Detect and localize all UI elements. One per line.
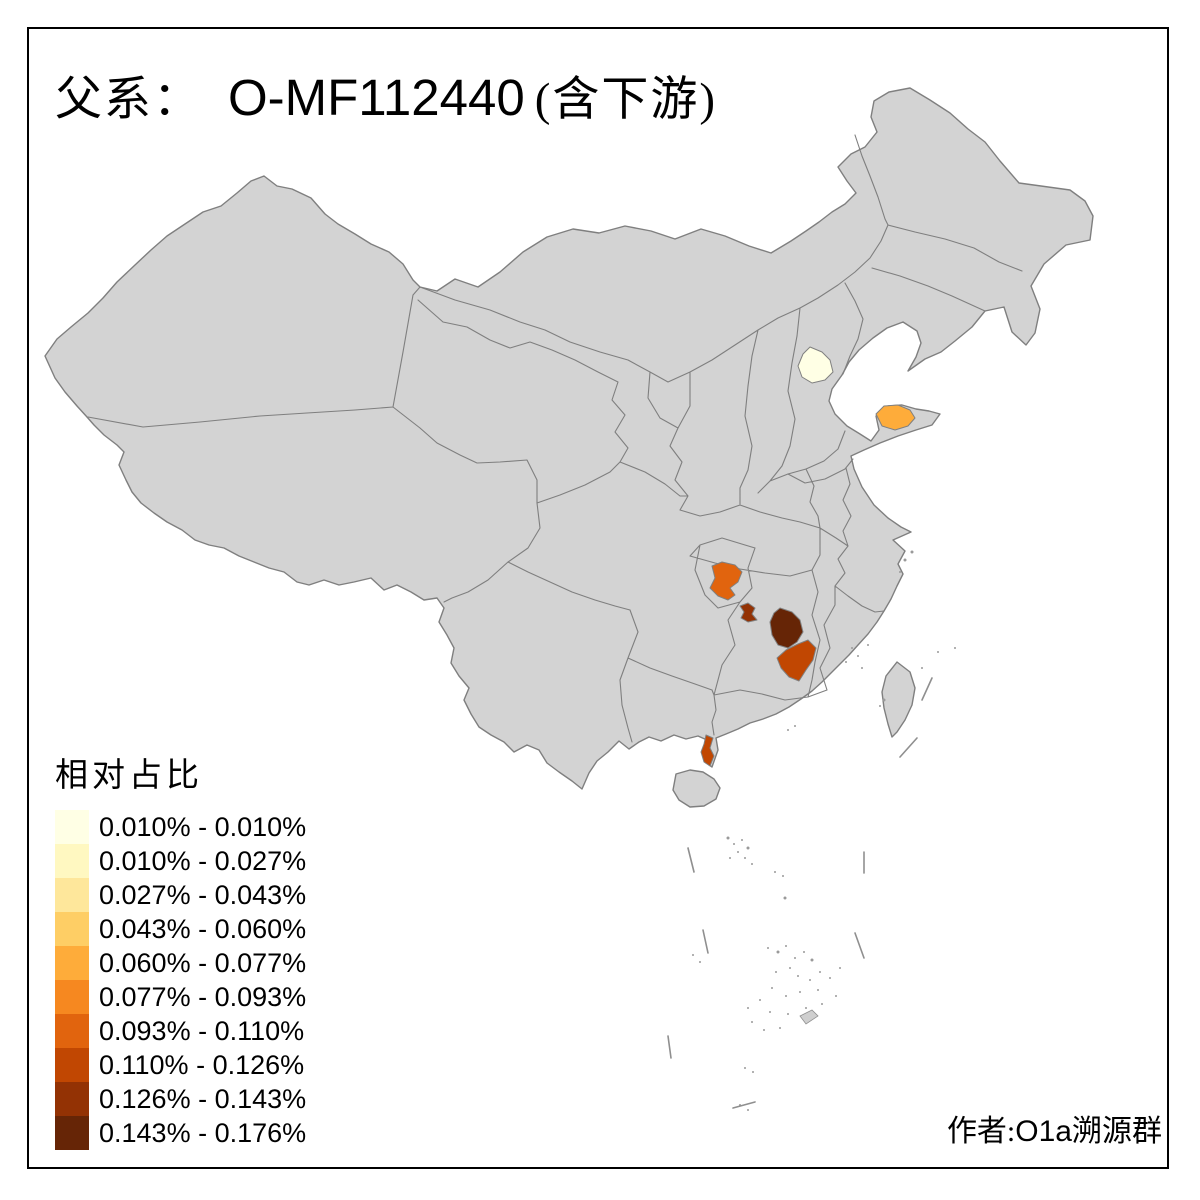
legend-label: 0.010% - 0.010%: [99, 811, 307, 842]
author-group-code: O1a: [1015, 1115, 1072, 1148]
hainan-island: [672, 769, 721, 808]
author-prefix: 作者:: [946, 1115, 1016, 1148]
legend-item: 0.010% - 0.010%: [55, 810, 306, 844]
author-suffix: 溯源群: [1072, 1115, 1162, 1148]
plot-frame: [27, 27, 1169, 1169]
legend-label: 0.077% - 0.093%: [99, 981, 307, 1012]
legend-item: 0.143% - 0.176%: [55, 1116, 306, 1150]
mainland-landmass: [44, 87, 1094, 790]
legend: 相对占比 0.010% - 0.010% 0.010% - 0.027% 0.0…: [55, 748, 306, 1150]
legend-item: 0.077% - 0.093%: [55, 980, 306, 1014]
map-region-leizhou-peninsula: [700, 734, 715, 767]
legend-label: 0.093% - 0.110%: [99, 1015, 305, 1046]
map-region-guizhou-east: [739, 602, 758, 623]
legend-rows: 0.010% - 0.010% 0.010% - 0.027% 0.027% -…: [55, 810, 306, 1150]
author-credit: 作者:O1a溯源群: [947, 1106, 1162, 1150]
reef-islet: [799, 1009, 819, 1025]
map-region-chongqing-east: [709, 561, 743, 601]
map-region-shandong-peninsula: [875, 404, 916, 431]
legend-item: 0.027% - 0.043%: [55, 878, 306, 912]
legend-title: 相对占比: [55, 758, 203, 794]
legend-swatch: [55, 1048, 89, 1082]
legend-item: 0.060% - 0.077%: [55, 946, 306, 980]
legend-swatch: [55, 980, 89, 1014]
legend-label: 0.143% - 0.176%: [99, 1117, 307, 1148]
province-borders: [87, 134, 1023, 743]
legend-label: 0.126% - 0.143%: [99, 1083, 307, 1114]
legend-swatch: [55, 1082, 89, 1116]
legend-swatch: [55, 878, 89, 912]
legend-label: 0.010% - 0.027%: [99, 845, 307, 876]
legend-item: 0.126% - 0.143%: [55, 1082, 306, 1116]
legend-label: 0.027% - 0.043%: [99, 879, 307, 910]
legend-swatch: [55, 1014, 89, 1048]
legend-swatch: [55, 844, 89, 878]
taiwan-island: [881, 661, 916, 738]
map-region-hunan-southwest: [776, 639, 817, 682]
legend-label: 0.110% - 0.126%: [99, 1049, 305, 1080]
island-chain-dashes: [667, 677, 933, 1109]
title-prefix: 父系：: [55, 74, 202, 126]
legend-item: 0.043% - 0.060%: [55, 912, 306, 946]
map-region-hunan-west: [769, 607, 804, 649]
legend-swatch: [55, 912, 89, 946]
legend-item: 0.010% - 0.027%: [55, 844, 306, 878]
legend-swatch: [55, 810, 89, 844]
title-haplogroup: O-MF112440: [228, 69, 525, 126]
sea-islands: [692, 550, 956, 1111]
legend-label: 0.043% - 0.060%: [99, 913, 307, 944]
title-suffix: (含下游): [534, 74, 717, 126]
legend-swatch: [55, 946, 89, 980]
legend-label: 0.060% - 0.077%: [99, 947, 307, 978]
legend-item: 0.110% - 0.126%: [55, 1048, 306, 1082]
legend-item: 0.093% - 0.110%: [55, 1014, 306, 1048]
page-title: 父系： O-MF112440 (含下游): [55, 60, 717, 129]
map-region-beijing-area: [797, 346, 834, 384]
legend-swatch: [55, 1116, 89, 1150]
